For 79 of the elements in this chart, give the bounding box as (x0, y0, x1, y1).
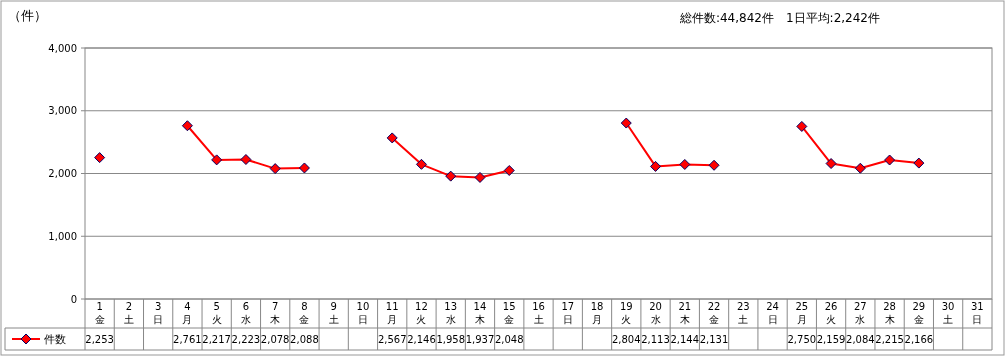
x-tick-label: 16 土 (532, 301, 545, 325)
data-label: 2,146 (407, 334, 436, 345)
x-tick-label: 21 木 (678, 301, 692, 325)
x-tick-label: 25 月 (795, 301, 809, 325)
point (884, 154, 896, 166)
data-label: 1,958 (436, 334, 466, 345)
point (474, 171, 486, 183)
data-label: 2,078 (260, 334, 290, 345)
x-tick-label: 23 土 (736, 301, 750, 325)
point (415, 158, 427, 170)
text: 総件数:44,842件 1日平均:2,242件 (678, 11, 880, 25)
point (650, 160, 662, 172)
y-tick-label: 1,000 (48, 230, 77, 242)
point (240, 154, 252, 166)
data-label: 2,159 (816, 334, 846, 345)
data-label: 2,761 (173, 334, 202, 345)
point (620, 117, 632, 129)
data-label: 2,048 (494, 334, 524, 345)
data-label: 2,131 (699, 334, 729, 345)
point (386, 132, 398, 144)
x-tick-label: 10 日 (356, 301, 370, 325)
x-tick-label: 14 木 (473, 301, 487, 325)
x-tick-label: 1 金 (94, 301, 105, 325)
point (825, 158, 837, 170)
x-tick-label: 3 日 (153, 301, 164, 325)
data-label: 2,253 (85, 334, 114, 345)
y-tick-label: 0 (70, 293, 77, 305)
x-tick-label: 15 金 (502, 301, 516, 325)
x-tick-label: 8 金 (299, 301, 310, 325)
point (269, 163, 281, 175)
x-tick-label: 31 日 (971, 301, 984, 325)
data-label: 2,567 (377, 334, 407, 345)
data-label: 2,144 (670, 334, 700, 345)
x-tick-label: 22 金 (707, 301, 721, 325)
y-tick-label: 3,000 (48, 105, 77, 117)
x-tick-label: 19 火 (619, 301, 633, 325)
x-tick-label: 9 土 (328, 301, 339, 325)
data-label: 2,088 (290, 334, 319, 345)
x-tick-label: 12 火 (415, 301, 428, 325)
y-axis-title: （件） (8, 8, 47, 23)
point (854, 162, 866, 174)
data-label: 2,223 (231, 334, 261, 345)
point (679, 158, 691, 170)
point (503, 164, 515, 176)
data-label: 2,084 (846, 334, 875, 345)
legend-label: 件数 (44, 333, 66, 346)
x-tick-label: 29 金 (912, 301, 926, 325)
x-tick-label: 20 水 (649, 301, 662, 325)
point (913, 157, 925, 169)
y-tick-label: 2,000 (48, 168, 77, 179)
point (796, 120, 808, 132)
point (94, 152, 106, 164)
data-label: 2,113 (641, 334, 670, 345)
x-tick-label: 30 土 (941, 301, 955, 325)
x-tick-label: 2 土 (123, 301, 134, 325)
y-tick-label: 4,000 (48, 42, 77, 54)
data-label: 2,804 (611, 334, 641, 345)
x-tick-label: 28 木 (883, 301, 896, 325)
x-tick-label: 18 月 (590, 301, 604, 325)
point (211, 154, 223, 166)
x-tick-label: 24 日 (766, 301, 779, 325)
x-tick-label: 13 水 (444, 301, 458, 325)
x-tick-label: 4 月 (182, 301, 193, 325)
data-label: 2,217 (202, 334, 231, 345)
data-label: 2,166 (904, 334, 934, 345)
data-label: 1,937 (465, 334, 495, 345)
data-label: 2,750 (787, 334, 817, 345)
x-tick-label: 6 水 (240, 301, 251, 325)
x-tick-label: 17 日 (561, 301, 575, 325)
x-tick-label: 27 水 (853, 301, 867, 325)
point (181, 120, 193, 132)
data-label: 2,215 (875, 334, 904, 345)
x-tick-label: 7 木 (270, 301, 281, 325)
point (445, 170, 457, 182)
x-tick-label: 5 火 (211, 301, 222, 325)
point (708, 159, 720, 171)
point (298, 162, 310, 174)
x-tick-label: 26 火 (824, 301, 838, 325)
x-tick-label: 11 月 (385, 301, 399, 325)
